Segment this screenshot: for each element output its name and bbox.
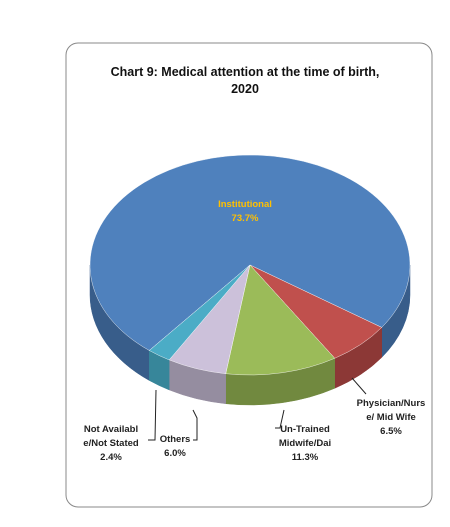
category-label: Others xyxy=(159,434,191,445)
leader-line xyxy=(351,377,367,395)
label-box: Physician/Nurse/ Mid Wife 6.5% xyxy=(355,397,427,439)
category-label: Institutional xyxy=(218,199,272,210)
leader-line xyxy=(275,409,285,429)
chart-title: Chart 9: Medical attention at the time o… xyxy=(110,65,380,96)
category-label: Not Available/Not Stated xyxy=(83,424,139,449)
title-box: Chart 9: Medical attention at the time o… xyxy=(110,65,380,96)
value-label: 6.5% xyxy=(380,426,402,437)
category-label: Un-Trained Midwife/Dai xyxy=(278,424,332,449)
leader-line xyxy=(192,409,198,441)
data-label: Not Available/Not Stated 2.4% xyxy=(80,423,142,465)
data-label: Others 6.0% xyxy=(150,433,200,461)
leader-lines xyxy=(148,377,367,441)
category-label: Physician/Nurse/ Mid Wife xyxy=(356,398,426,423)
label-box: Un-Trained Midwife/Dai 11.3% xyxy=(275,423,335,465)
value-label: 6.0% xyxy=(164,448,186,459)
data-label: Physician/Nurse/ Mid Wife 6.5% xyxy=(355,397,427,439)
label-box: Not Available/Not Stated 2.4% xyxy=(80,423,142,465)
value-label: 73.7% xyxy=(231,213,259,224)
slice xyxy=(148,264,251,361)
value-label: 11.3% xyxy=(291,452,319,463)
data-label: Institutional 73.7% xyxy=(205,198,285,226)
leader-line xyxy=(148,389,157,441)
pie xyxy=(89,154,411,406)
label-box: Others 6.0% xyxy=(150,433,200,461)
data-label: Un-Trained Midwife/Dai 11.3% xyxy=(275,423,335,465)
slice xyxy=(89,154,411,351)
slice xyxy=(225,264,336,376)
label-box: Institutional 73.7% xyxy=(205,198,285,226)
value-label: 2.4% xyxy=(100,452,122,463)
